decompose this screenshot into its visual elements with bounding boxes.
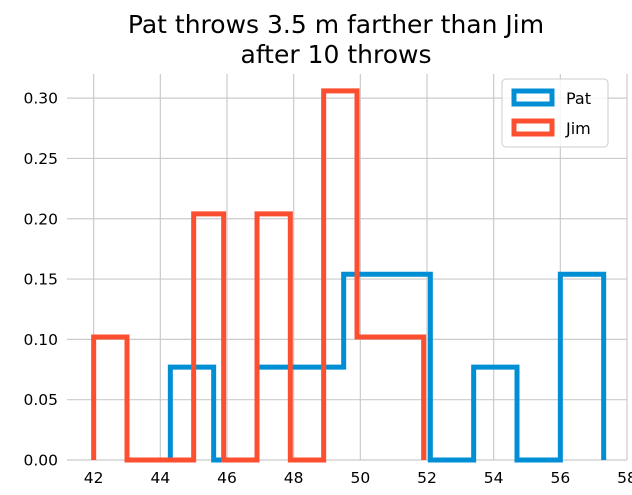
x-tick-label: 48 (284, 469, 304, 487)
y-tick-label: 0.20 (23, 210, 58, 228)
legend-label-pat: Pat (566, 89, 591, 108)
legend-label-jim: Jim (565, 119, 591, 138)
x-tick-label: 56 (550, 469, 570, 487)
chart-title-line-2: after 10 throws (241, 40, 432, 69)
x-tick-label: 50 (350, 469, 370, 487)
y-tick-label: 0.05 (23, 391, 58, 409)
legend-swatch-pat (511, 88, 555, 107)
legend-swatch-jim (511, 118, 555, 137)
legend-frame (501, 78, 609, 148)
y-axis-ticks: 0.00 0.05 0.10 0.15 0.20 0.25 0.30 (23, 90, 58, 470)
x-tick-label: 44 (150, 469, 170, 487)
histogram-step-jim (91, 88, 427, 463)
histogram-step-pat (167, 271, 607, 463)
y-tick-label: 0.25 (23, 150, 58, 168)
chart-title-line-1: Pat throws 3.5 m farther than Jim (128, 10, 544, 39)
x-axis-ticks: 42 44 46 48 50 52 54 56 58 (84, 469, 632, 487)
series-layer (91, 88, 607, 463)
x-tick-label: 52 (417, 469, 437, 487)
y-tick-label: 0.00 (23, 452, 58, 470)
legend: Pat Jim (501, 78, 609, 148)
y-tick-label: 0.10 (23, 331, 58, 349)
x-tick-label: 46 (217, 469, 237, 487)
x-tick-label: 42 (84, 469, 104, 487)
x-tick-label: 58 (617, 469, 632, 487)
x-tick-label: 54 (484, 469, 504, 487)
y-tick-label: 0.30 (23, 90, 58, 108)
y-tick-label: 0.15 (23, 271, 58, 289)
